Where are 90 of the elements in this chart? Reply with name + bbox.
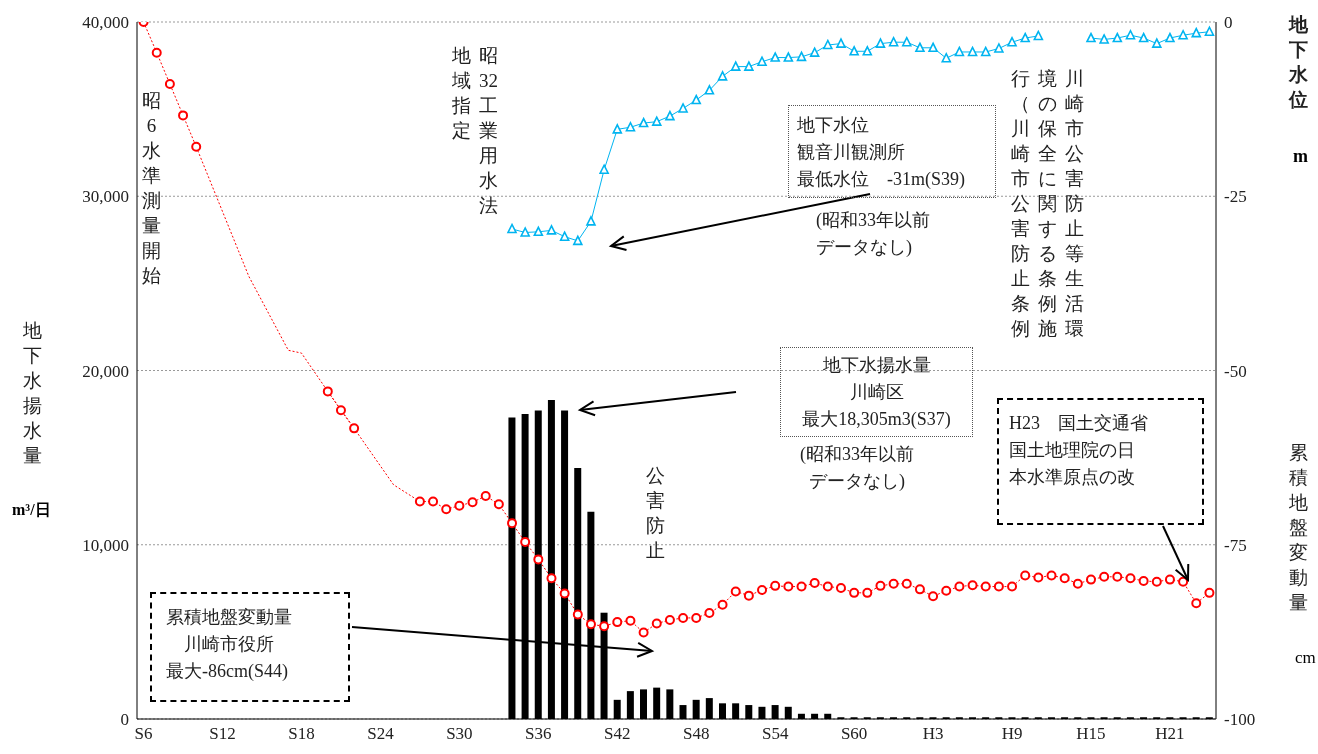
point bbox=[665, 110, 675, 121]
x-tick-label: S30 bbox=[446, 724, 473, 744]
point bbox=[1099, 34, 1109, 44]
point bbox=[875, 38, 886, 48]
annotation: 昭6水準測量開始 bbox=[141, 89, 162, 288]
point bbox=[1112, 32, 1123, 43]
point bbox=[901, 36, 912, 47]
point bbox=[967, 46, 978, 57]
x-tick-label: S42 bbox=[604, 724, 631, 744]
point bbox=[1007, 36, 1017, 47]
point bbox=[796, 51, 807, 62]
y2-tick-label: -75 bbox=[1224, 535, 1247, 555]
point bbox=[638, 117, 649, 128]
point bbox=[862, 45, 873, 56]
point bbox=[1086, 32, 1096, 43]
point bbox=[1204, 26, 1215, 37]
point bbox=[823, 39, 833, 50]
point bbox=[559, 231, 570, 241]
text: 地下水揚水量 m³/日 bbox=[12, 320, 51, 518]
point bbox=[678, 103, 688, 113]
text: 川崎市公害防止等生活環境の保全に関する条例施行（川崎市公害防止条例 bbox=[1011, 68, 1084, 339]
point bbox=[546, 225, 557, 235]
point bbox=[191, 141, 202, 152]
y-tick-label: 10,000 bbox=[82, 535, 129, 555]
point bbox=[757, 56, 767, 67]
point bbox=[770, 52, 780, 62]
point bbox=[888, 36, 899, 47]
point bbox=[586, 216, 596, 226]
point bbox=[915, 42, 925, 53]
point bbox=[954, 46, 965, 57]
point bbox=[1151, 38, 1162, 48]
x-tick-label: S12 bbox=[209, 724, 236, 744]
text: 地下水位 m bbox=[1289, 14, 1308, 166]
point bbox=[928, 42, 938, 53]
annotation: 公害防止 bbox=[645, 464, 666, 563]
point bbox=[1138, 32, 1149, 43]
point bbox=[520, 227, 530, 237]
annotation: 地下水揚水量川崎区最大18,305m3(S37) bbox=[801, 354, 952, 431]
point bbox=[994, 43, 1004, 53]
x-tick-label: S60 bbox=[840, 724, 868, 744]
point bbox=[744, 61, 754, 71]
y2-tick-label: -25 bbox=[1224, 187, 1247, 207]
text: 昭32工業用水法地域指定 bbox=[452, 45, 498, 216]
y2-tick-label: -100 bbox=[1224, 710, 1256, 730]
point bbox=[717, 71, 728, 81]
y2-tick-label: -50 bbox=[1224, 361, 1247, 381]
annotation: (昭和33年以前データなし) bbox=[816, 209, 930, 259]
point bbox=[691, 94, 702, 105]
point bbox=[599, 164, 609, 175]
point bbox=[849, 45, 859, 56]
x-tick-label: S24 bbox=[367, 724, 395, 744]
point bbox=[783, 52, 794, 62]
point bbox=[980, 46, 991, 57]
x-tick-label: H21 bbox=[1155, 724, 1185, 744]
x-tick-label: S6 bbox=[134, 724, 153, 744]
point bbox=[704, 85, 715, 95]
point bbox=[573, 235, 583, 246]
point bbox=[1165, 32, 1175, 43]
y-tick-label: 30,000 bbox=[82, 187, 129, 207]
x-tick-label: S18 bbox=[288, 724, 315, 744]
point bbox=[612, 124, 623, 134]
annotation: H23 国土交通省国土地理院の日本水準原点の改 bbox=[1009, 412, 1149, 489]
point bbox=[533, 226, 544, 237]
y-tick-label: 40,000 bbox=[82, 13, 129, 33]
x-tick-label: H3 bbox=[922, 724, 944, 744]
y2-tick-label: 0 bbox=[1224, 13, 1233, 33]
x-tick-label: S36 bbox=[525, 724, 552, 744]
point bbox=[651, 116, 662, 126]
point bbox=[941, 52, 952, 63]
x-tick-label: H15 bbox=[1076, 724, 1106, 744]
annotation: 地下水位観音川観測所最低水位 -31m(S39) bbox=[797, 114, 966, 191]
point bbox=[1178, 29, 1188, 40]
point bbox=[1191, 27, 1202, 38]
point bbox=[836, 38, 846, 48]
point bbox=[1020, 32, 1030, 43]
point bbox=[730, 61, 741, 71]
annotation: (昭和33年以前データなし) bbox=[800, 443, 914, 493]
text: 累積地盤変動量 cm bbox=[1289, 442, 1316, 667]
x-tick-label: S54 bbox=[761, 724, 789, 744]
x-tick-label: S48 bbox=[683, 724, 710, 744]
point bbox=[507, 223, 517, 234]
y-tick-label: 0 bbox=[120, 710, 129, 730]
point bbox=[625, 121, 636, 132]
point bbox=[1125, 29, 1136, 40]
point bbox=[349, 423, 360, 434]
point bbox=[1033, 30, 1044, 41]
x-tick-label: H9 bbox=[1001, 724, 1023, 744]
annotation: 累積地盤変動量川崎市役所最大-86cm(S44) bbox=[166, 606, 293, 683]
y-tick-label: 20,000 bbox=[82, 361, 129, 381]
point bbox=[809, 47, 820, 57]
